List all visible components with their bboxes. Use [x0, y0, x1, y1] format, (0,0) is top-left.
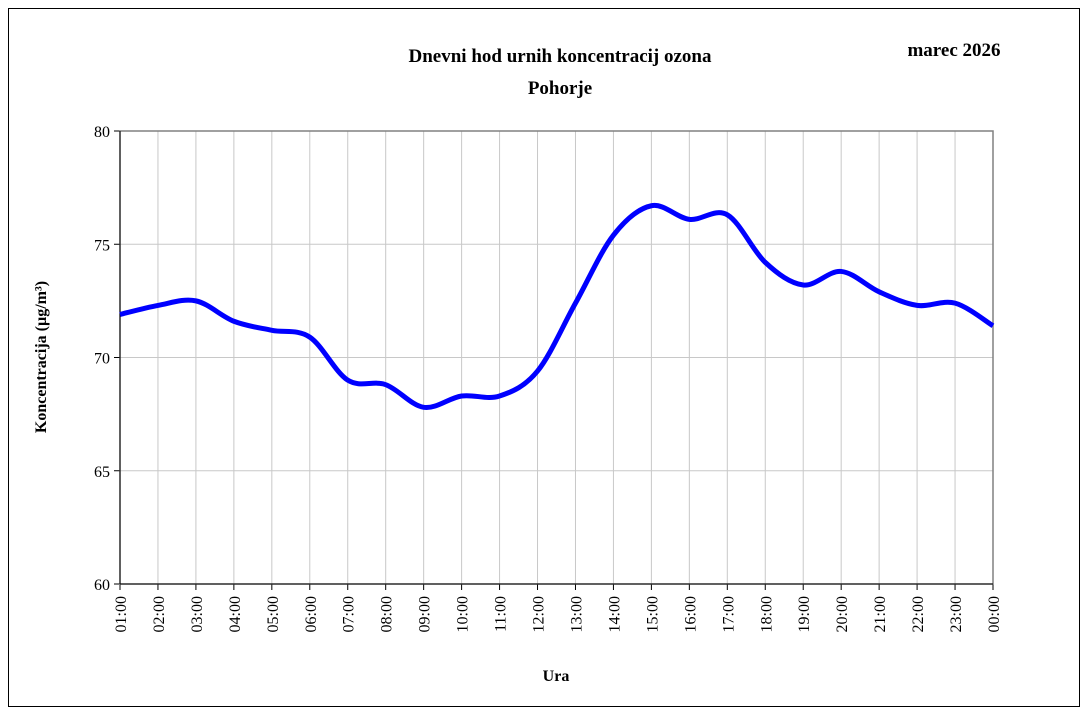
annotation: marec 2026 [907, 40, 1000, 61]
x-tick-label: 04:00 [227, 596, 244, 632]
x-tick-label: 20:00 [834, 596, 851, 632]
x-tick-label: 22:00 [910, 596, 927, 632]
x-tick-label: 21:00 [872, 596, 889, 632]
x-tick-label: 23:00 [948, 596, 965, 632]
x-tick-label: 09:00 [417, 596, 434, 632]
x-tick-label: 13:00 [568, 596, 585, 632]
x-tick-label: 16:00 [682, 596, 699, 632]
x-tick-label: 15:00 [644, 596, 661, 632]
x-tick-label: 11:00 [493, 596, 510, 632]
y-tick-label: 70 [94, 351, 110, 368]
x-tick-label: 18:00 [758, 596, 775, 632]
x-tick-label: 08:00 [379, 596, 396, 632]
x-tick-label: 12:00 [531, 596, 548, 632]
y-tick-label: 80 [94, 124, 110, 141]
y-axis-title: Koncentracija (µg/m³) [33, 281, 50, 433]
x-tick-label: 06:00 [303, 596, 320, 632]
x-tick-label: 19:00 [796, 596, 813, 632]
x-tick-label: 02:00 [151, 596, 168, 632]
x-tick-label: 14:00 [606, 596, 623, 632]
x-tick-label: 03:00 [189, 596, 206, 632]
y-tick-label: 75 [94, 237, 110, 254]
chart-subtitle: Pohorje [528, 78, 592, 99]
x-axis-title: Ura [543, 668, 570, 685]
y-tick-label: 65 [94, 464, 110, 481]
x-tick-label: 10:00 [455, 596, 472, 632]
chart-border [8, 8, 1080, 707]
x-tick-label: 07:00 [341, 596, 358, 632]
x-tick-label: 17:00 [720, 596, 737, 632]
chart-title: Dnevni hod urnih koncentracij ozona [409, 46, 712, 67]
series-line [119, 203, 995, 410]
x-tick-label: 00:00 [986, 596, 1003, 632]
x-tick-label: 05:00 [265, 596, 282, 632]
y-tick-label: 60 [94, 577, 110, 594]
x-tick-label: 01:00 [113, 596, 130, 632]
